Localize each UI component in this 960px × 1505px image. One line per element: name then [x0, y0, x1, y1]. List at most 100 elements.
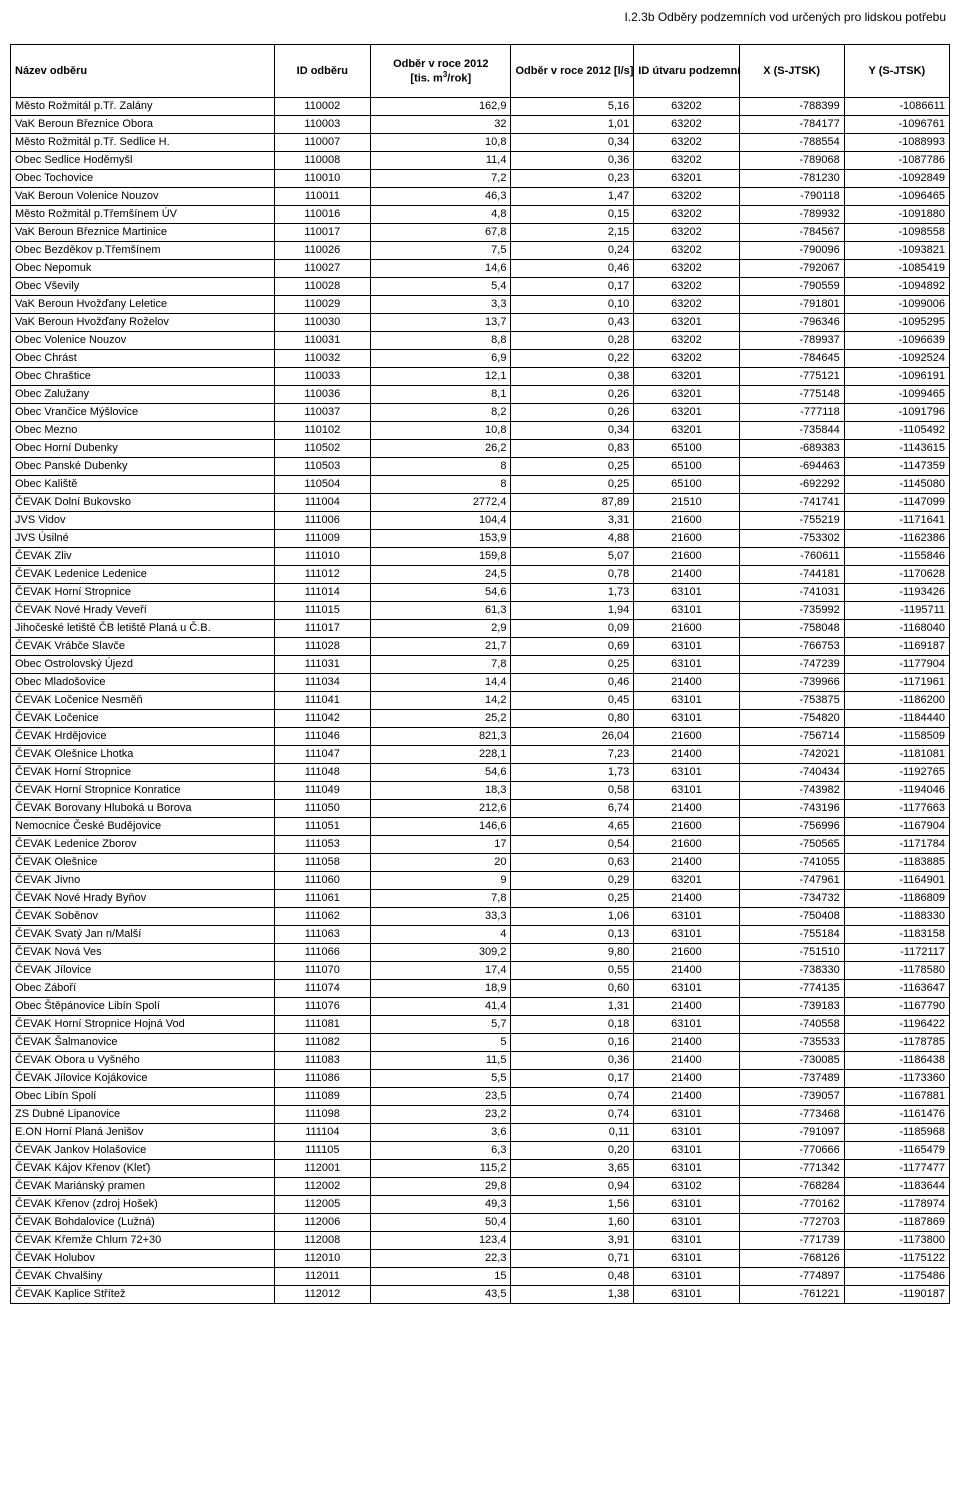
table-cell: 111058: [274, 854, 370, 872]
table-cell: 111083: [274, 1052, 370, 1070]
table-cell: 63201: [634, 404, 739, 422]
table-cell: 112006: [274, 1214, 370, 1232]
table-row: Obec Chraštice11003312,10,3863201-775121…: [11, 368, 950, 386]
table-cell: 123,4: [371, 1232, 511, 1250]
table-cell: -1096761: [844, 116, 949, 134]
table-cell: -1085419: [844, 260, 949, 278]
table-cell: -1091796: [844, 404, 949, 422]
table-cell: -750408: [739, 908, 844, 926]
table-cell: 111061: [274, 890, 370, 908]
table-cell: 112005: [274, 1196, 370, 1214]
table-cell: 0,94: [511, 1178, 634, 1196]
table-cell: 11,5: [371, 1052, 511, 1070]
table-cell: 63202: [634, 152, 739, 170]
table-cell: 110002: [274, 98, 370, 116]
table-cell: Město Rožmitál p.Třemšínem ÚV: [11, 206, 275, 224]
table-row: ČEVAK Dolní Bukovsko1110042772,487,89215…: [11, 494, 950, 512]
table-cell: -760611: [739, 548, 844, 566]
table-cell: 63202: [634, 188, 739, 206]
table-row: Město Rožmitál p.Tř. Zalány110002162,95,…: [11, 98, 950, 116]
table-cell: 4,65: [511, 818, 634, 836]
table-cell: -1186200: [844, 692, 949, 710]
table-row: VaK Beroun Hvožďany Leletice1100293,30,1…: [11, 296, 950, 314]
table-cell: -1171961: [844, 674, 949, 692]
table-cell: 110028: [274, 278, 370, 296]
table-cell: 7,8: [371, 656, 511, 674]
table-cell: -1181081: [844, 746, 949, 764]
table-cell: 0,11: [511, 1124, 634, 1142]
table-cell: 0,25: [511, 656, 634, 674]
table-cell: ČEVAK Šalmanovice: [11, 1034, 275, 1052]
table-cell: Obec Tochovice: [11, 170, 275, 188]
table-cell: 110032: [274, 350, 370, 368]
table-row: ČEVAK Mariánský pramen11200229,80,946310…: [11, 1178, 950, 1196]
table-cell: -1093821: [844, 242, 949, 260]
table-cell: 49,3: [371, 1196, 511, 1214]
table-cell: 63202: [634, 332, 739, 350]
table-cell: 110504: [274, 476, 370, 494]
table-cell: 0,20: [511, 1142, 634, 1160]
table-cell: -766753: [739, 638, 844, 656]
table-cell: 0,69: [511, 638, 634, 656]
table-cell: 21400: [634, 566, 739, 584]
table-cell: 309,2: [371, 944, 511, 962]
table-cell: 61,3: [371, 602, 511, 620]
table-cell: 111104: [274, 1124, 370, 1142]
table-cell: -771342: [739, 1160, 844, 1178]
header-utvar: ID útvaru podzemních vod: [634, 45, 739, 98]
table-cell: 24,5: [371, 566, 511, 584]
table-cell: E.ON Horní Planá Jenišov: [11, 1124, 275, 1142]
table-row: ČEVAK Holubov11201022,30,7163101-768126-…: [11, 1250, 950, 1268]
table-cell: 111010: [274, 548, 370, 566]
table-cell: 228,1: [371, 746, 511, 764]
table-cell: 63202: [634, 278, 739, 296]
table-cell: -735992: [739, 602, 844, 620]
table-cell: 12,1: [371, 368, 511, 386]
table-cell: -1087786: [844, 152, 949, 170]
table-cell: 0,29: [511, 872, 634, 890]
table-cell: 115,2: [371, 1160, 511, 1178]
table-cell: 63201: [634, 368, 739, 386]
table-cell: 63101: [634, 692, 739, 710]
table-cell: 63102: [634, 1178, 739, 1196]
table-row: ČEVAK Vrábče Slavče11102821,70,6963101-7…: [11, 638, 950, 656]
table-cell: -1168040: [844, 620, 949, 638]
table-cell: 4,88: [511, 530, 634, 548]
table-cell: -1098558: [844, 224, 949, 242]
table-cell: -689383: [739, 440, 844, 458]
table-cell: ČEVAK Jílovice Kojákovice: [11, 1070, 275, 1088]
table-cell: -775121: [739, 368, 844, 386]
table-cell: -791097: [739, 1124, 844, 1142]
table-cell: -1091880: [844, 206, 949, 224]
table-cell: 1,94: [511, 602, 634, 620]
table-cell: 112002: [274, 1178, 370, 1196]
table-cell: 63101: [634, 1124, 739, 1142]
table-row: ČEVAK Ledenice Zborov111053170,5421600-7…: [11, 836, 950, 854]
table-cell: -791801: [739, 296, 844, 314]
table-cell: 21400: [634, 998, 739, 1016]
table-cell: ČEVAK Borovany Hluboká u Borova: [11, 800, 275, 818]
table-cell: 111070: [274, 962, 370, 980]
table-row: Obec Nepomuk11002714,60,4663202-792067-1…: [11, 260, 950, 278]
table-cell: 0,45: [511, 692, 634, 710]
table-row: Obec Mezno11010210,80,3463201-735844-110…: [11, 422, 950, 440]
table-cell: 63201: [634, 314, 739, 332]
table-cell: 2772,4: [371, 494, 511, 512]
table-cell: 63202: [634, 206, 739, 224]
table-cell: 21400: [634, 1034, 739, 1052]
table-cell: -792067: [739, 260, 844, 278]
table-cell: -1105492: [844, 422, 949, 440]
table-cell: ČEVAK Nová Ves: [11, 944, 275, 962]
table-cell: ČEVAK Nové Hrady Veveří: [11, 602, 275, 620]
table-cell: -755184: [739, 926, 844, 944]
table-cell: 111015: [274, 602, 370, 620]
table-cell: 111034: [274, 674, 370, 692]
table-cell: 821,3: [371, 728, 511, 746]
table-cell: 0,46: [511, 674, 634, 692]
table-cell: 63101: [634, 710, 739, 728]
table-cell: -1143615: [844, 440, 949, 458]
table-cell: ČEVAK Olešnice: [11, 854, 275, 872]
table-cell: -1187869: [844, 1214, 949, 1232]
table-cell: 14,4: [371, 674, 511, 692]
table-cell: Obec Panské Dubenky: [11, 458, 275, 476]
